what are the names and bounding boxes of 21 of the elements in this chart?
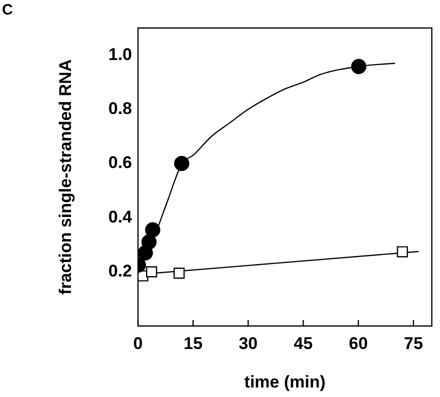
x-tick-label: 30 [238,334,258,353]
text: C [2,2,13,19]
x-tick-label: 15 [184,334,203,353]
point [141,234,157,250]
x-tick-label: 0 [133,334,143,353]
x-tick-label: 75 [404,334,423,353]
x-tick-label: 60 [348,334,368,353]
y-tick-label: 0.2 [108,262,132,281]
x-tick-label: 45 [294,334,313,353]
point [145,222,160,238]
y-tick-label: 1.0 [108,44,132,64]
point [351,58,366,74]
point [396,246,408,258]
point [146,266,158,278]
y-tick-label: 0.4 [108,207,133,226]
y-tick-label: 0.8 [108,98,132,118]
y-tick-label: 0.6 [108,153,132,172]
point [174,268,185,279]
y-axis-title: fraction single-stranded RNA [56,59,75,295]
x-axis-title: time (min) [244,372,326,392]
point [174,156,190,172]
